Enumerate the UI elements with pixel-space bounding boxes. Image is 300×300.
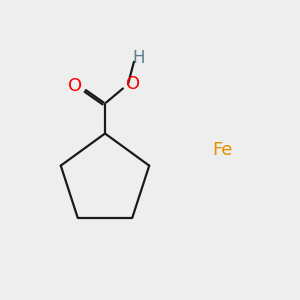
Text: H: H <box>133 49 145 67</box>
Text: O: O <box>68 77 82 95</box>
Text: O: O <box>126 75 140 93</box>
Text: Fe: Fe <box>212 141 232 159</box>
